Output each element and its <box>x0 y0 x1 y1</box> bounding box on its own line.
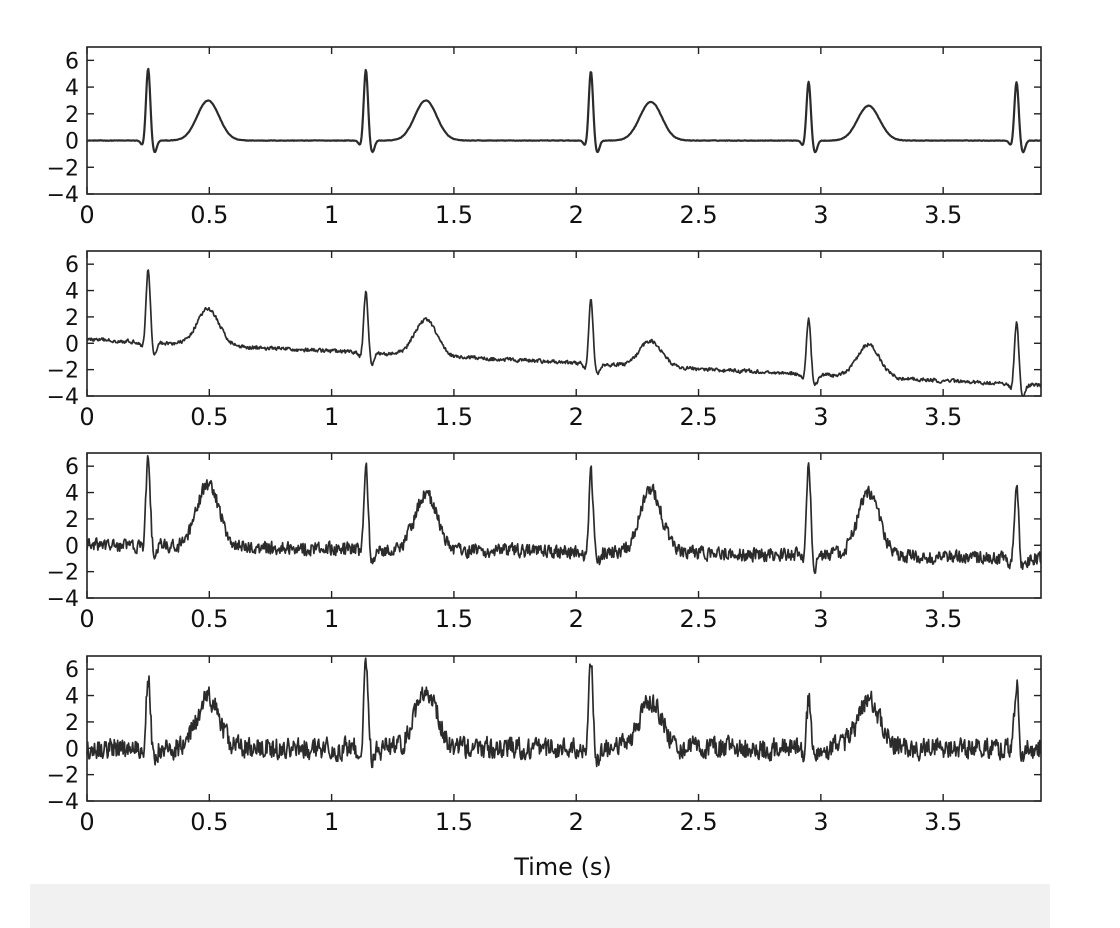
y-tick-label: 2 <box>65 306 79 331</box>
x-tick-label: 3.5 <box>924 201 962 229</box>
y-tick-label: 4 <box>65 76 79 101</box>
x-tick-label: 0.5 <box>190 808 228 836</box>
x-tick-label: 3 <box>813 403 828 431</box>
x-tick-label: 1 <box>324 605 339 633</box>
y-tick-label: −4 <box>47 587 79 612</box>
y-tick-label: −2 <box>47 156 79 181</box>
x-tick-label: 3 <box>813 808 828 836</box>
x-tick-label: 0 <box>79 808 94 836</box>
ecg-trace-line <box>86 67 1042 154</box>
x-tick-label: 0.5 <box>190 605 228 633</box>
x-tick-label: 2 <box>569 605 584 633</box>
plot-frame <box>86 655 1042 802</box>
bottom-band <box>30 884 1050 928</box>
y-tick-label: −4 <box>47 790 79 815</box>
x-tick-label: 1.5 <box>435 605 473 633</box>
y-tick-label: 4 <box>65 482 79 507</box>
ecg-trace-line <box>86 455 1042 575</box>
ecg-trace-line <box>86 657 1042 769</box>
ecg-trace-line <box>86 269 1042 397</box>
x-tick-label: 2.5 <box>679 808 717 836</box>
plot-frame <box>86 46 1042 195</box>
x-tick-label: 3.5 <box>924 403 962 431</box>
y-tick-label: 0 <box>65 737 79 762</box>
x-tick-label: 2 <box>569 403 584 431</box>
x-tick-label: 3 <box>813 201 828 229</box>
y-tick-label: 2 <box>65 508 79 533</box>
x-tick-label: 0 <box>79 403 94 431</box>
x-tick-label: 1 <box>324 403 339 431</box>
y-tick-label: −2 <box>47 359 79 384</box>
y-tick-label: 4 <box>65 280 79 305</box>
x-tick-label: 1 <box>324 808 339 836</box>
x-axis-title: Time (s) <box>513 853 612 881</box>
x-tick-label: 1.5 <box>435 808 473 836</box>
y-tick-label: −2 <box>47 561 79 586</box>
x-tick-label: 1 <box>324 201 339 229</box>
x-tick-label: 2.5 <box>679 403 717 431</box>
y-tick-label: −4 <box>47 385 79 410</box>
x-tick-label: 3 <box>813 605 828 633</box>
y-tick-label: 2 <box>65 103 79 128</box>
x-tick-label: 2 <box>569 808 584 836</box>
plot-frame <box>86 250 1042 397</box>
y-tick-label: 0 <box>65 130 79 155</box>
x-tick-label: 0.5 <box>190 403 228 431</box>
y-tick-label: 6 <box>65 49 79 74</box>
x-tick-label: 0.5 <box>190 201 228 229</box>
x-tick-label: 2.5 <box>679 201 717 229</box>
x-tick-label: 0 <box>79 605 94 633</box>
x-tick-label: 0 <box>79 201 94 229</box>
x-tick-label: 3.5 <box>924 808 962 836</box>
x-tick-label: 1.5 <box>435 403 473 431</box>
x-tick-label: 2 <box>569 201 584 229</box>
plot-frame <box>86 452 1042 599</box>
y-tick-label: 2 <box>65 711 79 736</box>
y-tick-label: 6 <box>65 253 79 278</box>
y-tick-label: 6 <box>65 658 79 683</box>
y-tick-label: 6 <box>65 455 79 480</box>
x-tick-label: 1.5 <box>435 201 473 229</box>
y-tick-label: 0 <box>65 534 79 559</box>
y-tick-label: 4 <box>65 685 79 710</box>
x-tick-label: 2.5 <box>679 605 717 633</box>
y-tick-label: 0 <box>65 332 79 357</box>
y-tick-label: −2 <box>47 764 79 789</box>
y-tick-label: −4 <box>47 183 79 208</box>
x-tick-label: 3.5 <box>924 605 962 633</box>
